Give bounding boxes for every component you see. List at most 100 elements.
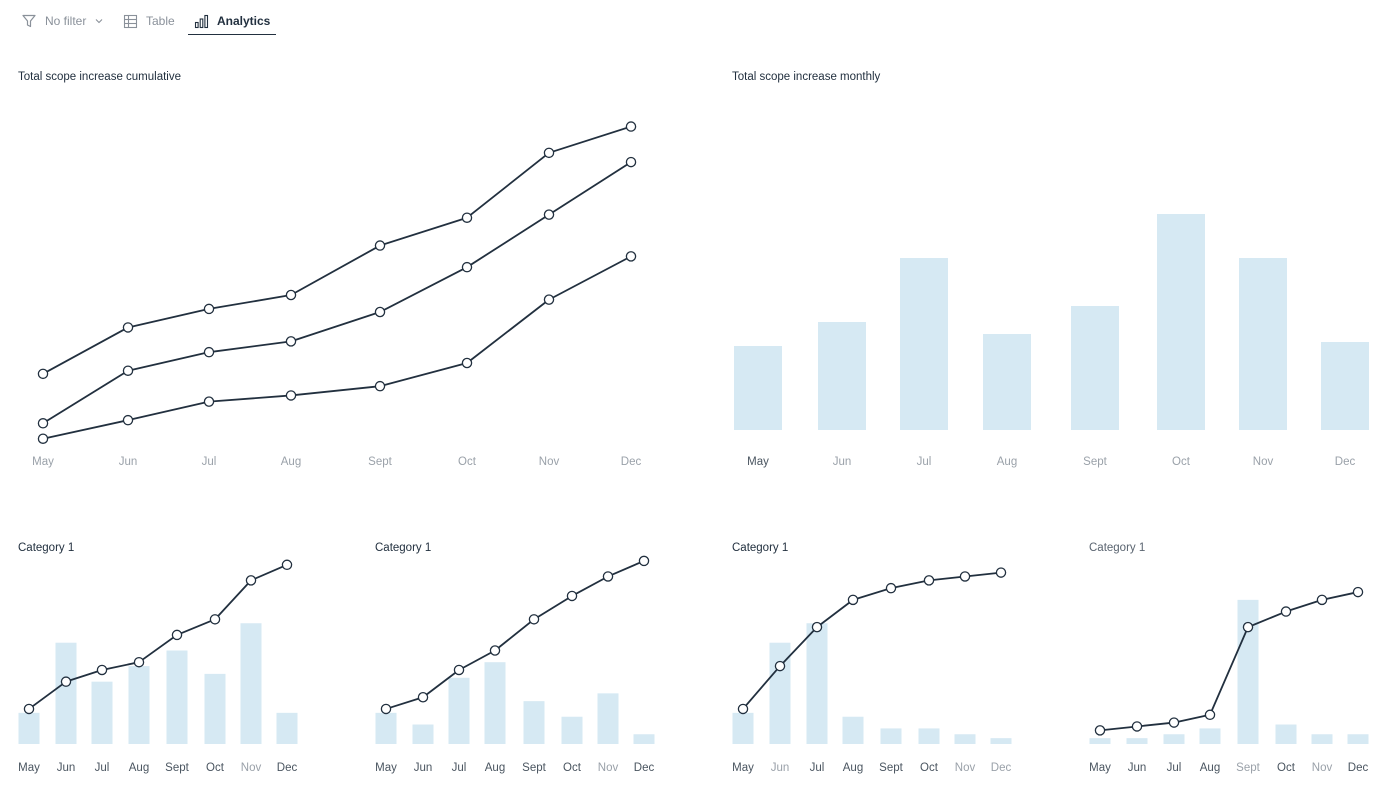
cat1a-bar-nov [240, 623, 262, 744]
category-chart-1-title: Category 1 [18, 542, 75, 554]
bar-chart-icon [194, 14, 209, 28]
filter-dropdown[interactable]: No filter [21, 8, 106, 34]
cat1d-bar-aug [1199, 728, 1221, 744]
cat1b-tick-oct: Oct [563, 762, 582, 774]
analytics-view-tab[interactable]: Analytics [188, 8, 277, 35]
cat1c-series-1-point-aug [847, 594, 859, 606]
cat1c-series-1-point-jul [811, 621, 823, 633]
cumulative-series-2-line [42, 161, 632, 425]
cumulative-series-2-point-jun [122, 365, 134, 376]
table-view-tab[interactable]: Table [123, 8, 175, 34]
cumulative-series-3-point-may [37, 433, 49, 444]
cumulative-series-1-line [42, 125, 632, 375]
monthly-tick-may: May [747, 456, 769, 468]
cat1a-series-1-point-oct [209, 614, 221, 625]
cat1b-series-1-point-dec [638, 555, 650, 567]
cat1c-bar-nov [954, 734, 976, 744]
cat1b-bar-may [375, 712, 397, 744]
cumulative-tick-jun: Jun [119, 456, 138, 468]
cat1b-tick-jul: Jul [452, 762, 467, 774]
cumulative-series-3-line [42, 255, 632, 440]
cat1d-tick-oct: Oct [1277, 762, 1296, 774]
monthly-tick-nov: Nov [1253, 456, 1274, 468]
cat1d-tick-aug: Aug [1200, 762, 1220, 774]
cat1b-series-1-point-jun [417, 692, 429, 703]
cat1a-tick-may: May [18, 762, 40, 774]
category-chart-3-title: Category 1 [732, 542, 789, 554]
monthly-tick-jul: Jul [917, 456, 932, 468]
cumulative-series-3-point-oct [461, 357, 473, 369]
cat1c-series-1-point-dec [995, 567, 1007, 578]
cat1d-series-1-point-sept [1242, 621, 1254, 633]
cat1d-series-1-point-jul [1168, 717, 1180, 728]
cat1b-series-1-point-may [380, 703, 392, 715]
monthly-bar-may [734, 346, 782, 430]
cat1a-bar-jul [91, 681, 113, 744]
cat1a-series-1-line [28, 563, 288, 710]
category-chart-2-title: Category 1 [375, 542, 432, 554]
filter-label: No filter [45, 14, 87, 28]
cumulative-series-1-point-may [37, 368, 49, 380]
cat1c-tick-jul: Jul [810, 762, 825, 774]
cat1a-bar-jun [55, 642, 77, 744]
cumulative-series-2-point-aug [285, 336, 297, 347]
cat1d-tick-sept: Sept [1236, 762, 1260, 774]
monthly-chart-title: Total scope increase monthly [732, 71, 881, 83]
cat1c-tick-oct: Oct [920, 762, 939, 774]
cumulative-chart-title: Total scope increase cumulative [18, 71, 181, 83]
cumulative-series-1-point-oct [461, 212, 473, 223]
analytics-label: Analytics [217, 14, 271, 28]
cat1c-tick-dec: Dec [991, 762, 1012, 774]
cumulative-tick-nov: Nov [539, 456, 560, 468]
cumulative-series-3-point-aug [285, 390, 297, 401]
cat1a-tick-dec: Dec [277, 762, 298, 774]
cat1d-series-1-point-aug [1204, 709, 1216, 721]
monthly-bar-oct [1157, 214, 1205, 430]
cat1d-tick-dec: Dec [1348, 762, 1369, 774]
cat1b-series-1-line [385, 560, 645, 710]
table-label: Table [146, 14, 175, 28]
cat1c-bar-dec [990, 738, 1012, 744]
cat1d-tick-may: May [1089, 762, 1111, 774]
cat1b-tick-sept: Sept [522, 762, 546, 774]
cat1b-bar-jul [448, 677, 470, 744]
cat1a-series-1-point-may [23, 703, 35, 715]
cat1a-tick-sept: Sept [165, 762, 189, 774]
cumulative-series-2-point-sept [374, 306, 386, 318]
cumulative-series-2-point-nov [543, 209, 555, 220]
cumulative-series-2-point-dec [625, 156, 637, 168]
cat1d-bar-dec [1347, 734, 1369, 744]
cat1c-series-1-point-oct [923, 575, 935, 586]
cat1d-tick-jul: Jul [1167, 762, 1182, 774]
cat1d-series-1-point-nov [1316, 594, 1328, 606]
cat1b-series-1-point-aug [489, 645, 501, 656]
cat1b-series-1-point-oct [566, 590, 578, 602]
cumulative-series-3-point-dec [625, 251, 637, 262]
cat1a-series-1-point-nov [245, 575, 257, 586]
cat1b-series-1-point-sept [528, 614, 540, 625]
cat1d-bar-sept [1237, 599, 1259, 744]
cumulative-tick-sept: Sept [368, 456, 392, 468]
monthly-tick-jun: Jun [833, 456, 852, 468]
cat1b-bar-dec [633, 734, 655, 744]
cat1d-series-1-point-dec [1352, 586, 1364, 598]
cat1d-bar-oct [1275, 724, 1297, 744]
cat1b-series-1-point-nov [602, 571, 614, 582]
cat1d-tick-nov: Nov [1312, 762, 1333, 774]
cumulative-tick-may: May [32, 456, 54, 468]
cat1b-bar-aug [484, 662, 506, 744]
cumulative-series-3-point-jul [203, 396, 215, 407]
cumulative-series-2-point-may [37, 418, 49, 429]
cat1d-series-1-point-may [1094, 725, 1106, 736]
cumulative-series-1-point-jul [203, 303, 215, 315]
monthly-tick-dec: Dec [1335, 456, 1356, 468]
category-chart-4-title: Category 1 [1089, 542, 1146, 554]
monthly-bar-jul [900, 258, 948, 430]
cat1c-series-1-line [742, 571, 1002, 710]
cat1a-bar-oct [204, 673, 226, 744]
cat1c-series-1-point-sept [885, 582, 897, 594]
chevron-down-icon [95, 19, 103, 24]
cat1c-tick-jun: Jun [771, 762, 790, 774]
cat1c-tick-aug: Aug [843, 762, 863, 774]
